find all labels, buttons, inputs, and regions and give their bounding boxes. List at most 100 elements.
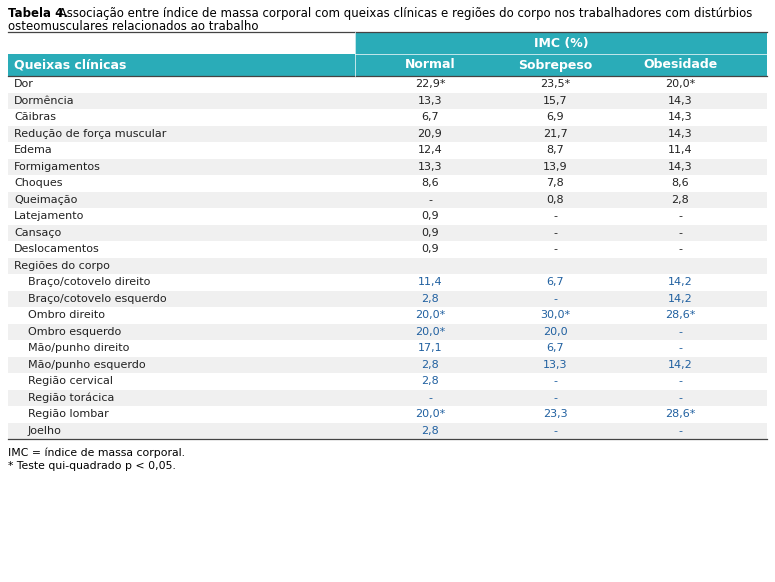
Text: -: -	[678, 327, 682, 337]
Text: Dor: Dor	[14, 79, 34, 89]
Bar	[8, 324, 767, 340]
Text: -: -	[553, 426, 557, 436]
Bar	[8, 225, 767, 241]
Text: Deslocamentos: Deslocamentos	[14, 244, 100, 254]
Text: Formigamentos: Formigamentos	[14, 162, 101, 172]
Text: 30,0*: 30,0*	[540, 310, 570, 320]
Bar	[8, 257, 767, 274]
Text: 2,8: 2,8	[421, 376, 439, 386]
Text: Sobrepeso: Sobrepeso	[518, 59, 592, 72]
Text: -: -	[678, 228, 682, 238]
Text: 6,7: 6,7	[421, 112, 439, 122]
Text: 11,4: 11,4	[418, 277, 443, 288]
Text: 20,9: 20,9	[418, 129, 443, 139]
Text: 14,3: 14,3	[668, 129, 692, 139]
Bar	[8, 389, 767, 406]
Bar	[8, 126, 767, 142]
Text: Tabela 4.: Tabela 4.	[8, 7, 68, 20]
Text: Joelho: Joelho	[28, 426, 62, 436]
Text: -: -	[553, 228, 557, 238]
Text: -: -	[553, 211, 557, 221]
Text: 2,8: 2,8	[421, 294, 439, 304]
Bar	[8, 357, 767, 373]
Text: Mão/punho direito: Mão/punho direito	[28, 343, 129, 353]
Text: -: -	[678, 376, 682, 386]
Text: 8,6: 8,6	[671, 178, 689, 188]
Text: 12,4: 12,4	[418, 146, 443, 155]
Text: 7,8: 7,8	[546, 178, 564, 188]
Text: 2,8: 2,8	[671, 195, 689, 205]
Text: 20,0*: 20,0*	[415, 310, 445, 320]
Text: osteomusculares relacionados ao trabalho: osteomusculares relacionados ao trabalho	[8, 20, 259, 33]
Text: -: -	[678, 211, 682, 221]
Text: -: -	[553, 393, 557, 403]
Text: -: -	[553, 376, 557, 386]
Text: -: -	[678, 343, 682, 353]
Text: IMC (%): IMC (%)	[534, 37, 588, 49]
Text: 6,7: 6,7	[546, 343, 564, 353]
Text: Ombro esquerdo: Ombro esquerdo	[28, 327, 121, 337]
Text: 2,8: 2,8	[421, 426, 439, 436]
Text: -: -	[678, 393, 682, 403]
Text: 22,9*: 22,9*	[415, 79, 446, 89]
Text: Queixas clínicas: Queixas clínicas	[14, 59, 126, 72]
Text: 13,3: 13,3	[418, 162, 443, 172]
Text: Choques: Choques	[14, 178, 63, 188]
Text: Obesidade: Obesidade	[643, 59, 717, 72]
Text: 11,4: 11,4	[668, 146, 692, 155]
Bar	[8, 93, 767, 109]
Text: * Teste qui-quadrado p < 0,05.: * Teste qui-quadrado p < 0,05.	[8, 461, 176, 471]
Text: Queimação: Queimação	[14, 195, 78, 205]
Text: 20,0: 20,0	[542, 327, 567, 337]
Bar	[355, 32, 767, 54]
Text: 0,8: 0,8	[546, 195, 564, 205]
Text: IMC = índice de massa corporal.: IMC = índice de massa corporal.	[8, 448, 185, 459]
Text: 13,3: 13,3	[542, 360, 567, 370]
Text: Associação entre índice de massa corporal com queixas clínicas e regiões do corp: Associação entre índice de massa corpora…	[55, 7, 753, 20]
Text: 14,2: 14,2	[667, 360, 692, 370]
Text: Edema: Edema	[14, 146, 53, 155]
Text: Regiões do corpo: Regiões do corpo	[14, 261, 110, 271]
Text: 14,3: 14,3	[668, 162, 692, 172]
Text: -: -	[553, 294, 557, 304]
Text: 14,3: 14,3	[668, 96, 692, 106]
Text: 17,1: 17,1	[418, 343, 443, 353]
Text: Braço/cotovelo esquerdo: Braço/cotovelo esquerdo	[28, 294, 167, 304]
Text: -: -	[678, 244, 682, 254]
Text: Normal: Normal	[405, 59, 456, 72]
Bar	[8, 158, 767, 175]
Text: Região cervical: Região cervical	[28, 376, 113, 386]
Text: 20,0*: 20,0*	[665, 79, 695, 89]
Text: -: -	[553, 244, 557, 254]
Text: -: -	[678, 426, 682, 436]
Text: 21,7: 21,7	[542, 129, 567, 139]
Text: Região torácica: Região torácica	[28, 392, 115, 403]
Text: 15,7: 15,7	[542, 96, 567, 106]
Bar	[8, 423, 767, 439]
Text: 0,9: 0,9	[421, 228, 439, 238]
Text: Braço/cotovelo direito: Braço/cotovelo direito	[28, 277, 150, 288]
Text: 14,2: 14,2	[667, 277, 692, 288]
Text: Mão/punho esquerdo: Mão/punho esquerdo	[28, 360, 146, 370]
Text: -: -	[428, 195, 432, 205]
Text: 0,9: 0,9	[421, 211, 439, 221]
Text: 13,9: 13,9	[542, 162, 567, 172]
Text: 2,8: 2,8	[421, 360, 439, 370]
Text: 23,5*: 23,5*	[540, 79, 570, 89]
Text: Dormência: Dormência	[14, 96, 74, 106]
Text: 0,9: 0,9	[421, 244, 439, 254]
Text: 8,6: 8,6	[421, 178, 439, 188]
Text: Região lombar: Região lombar	[28, 409, 108, 419]
Text: 20,0*: 20,0*	[415, 409, 445, 419]
Text: 8,7: 8,7	[546, 146, 564, 155]
Bar	[8, 54, 767, 76]
Text: -: -	[428, 393, 432, 403]
Text: 28,6*: 28,6*	[665, 409, 695, 419]
Bar	[8, 290, 767, 307]
Text: 14,2: 14,2	[667, 294, 692, 304]
Text: 28,6*: 28,6*	[665, 310, 695, 320]
Text: Cansaço: Cansaço	[14, 228, 61, 238]
Text: 6,9: 6,9	[546, 112, 564, 122]
Text: Ombro direito: Ombro direito	[28, 310, 105, 320]
Text: Latejamento: Latejamento	[14, 211, 84, 221]
